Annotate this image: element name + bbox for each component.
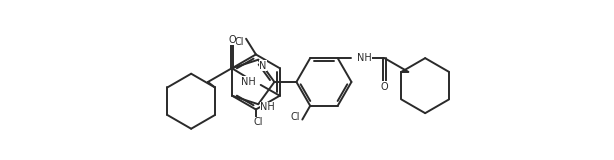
Text: O: O <box>228 35 236 45</box>
Text: Cl: Cl <box>291 112 300 123</box>
Text: NH: NH <box>241 77 256 87</box>
Text: NH: NH <box>260 102 275 112</box>
Text: Cl: Cl <box>254 117 263 127</box>
Text: O: O <box>381 82 388 92</box>
Text: Cl: Cl <box>235 37 244 47</box>
Text: N: N <box>259 61 266 71</box>
Text: NH: NH <box>357 53 371 63</box>
